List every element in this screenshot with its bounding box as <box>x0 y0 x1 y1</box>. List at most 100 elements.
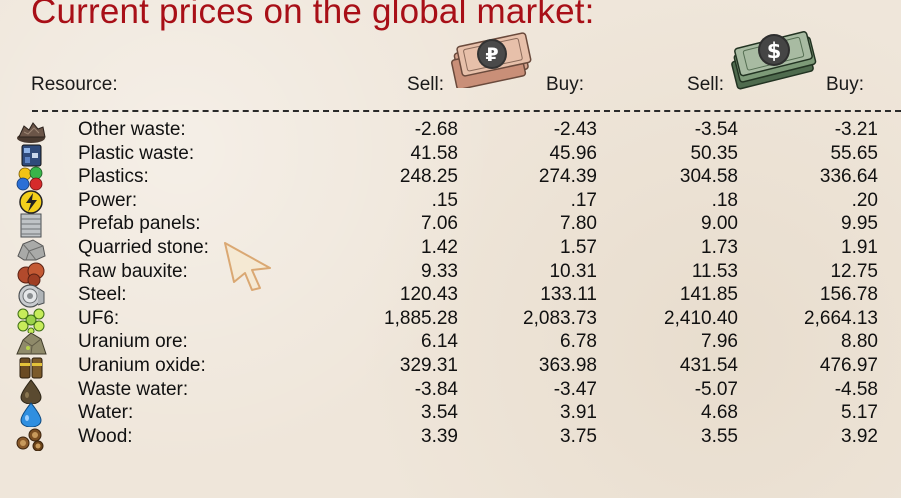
usd-sell-price: 50.35 <box>690 142 738 164</box>
resource-name: Prefab panels: <box>78 213 201 235</box>
usd-sell-price: -3.54 <box>694 119 738 140</box>
usd-buy-price: 3.92 <box>841 425 878 447</box>
resource-name: Steel: <box>78 284 127 306</box>
usd-sell-price: 11.53 <box>691 260 738 282</box>
rub-buy-price: 274.39 <box>538 166 597 188</box>
resource-name: Uranium ore: <box>78 331 188 353</box>
rub-sell-price: 248.25 <box>399 166 458 188</box>
rub-buy-price: 2,083.73 <box>523 307 597 329</box>
waste-water-icon <box>20 378 42 404</box>
table-row: Plastics: 248.25 274.39 304.58 336.64 <box>0 165 901 191</box>
rub-buy-price: 1.57 <box>560 236 597 258</box>
quarried-stone-icon <box>17 239 46 261</box>
raw-bauxite-icon <box>17 262 45 286</box>
usd-buy-price: -4.58 <box>834 378 878 400</box>
resource-name: Quarried stone: <box>78 236 209 258</box>
table-row: Quarried stone: 1.42 1.57 1.73 1.91 <box>0 236 901 261</box>
usd-sell-price: 2,410.40 <box>664 307 738 329</box>
header-usd-buy: Buy: <box>825 74 864 95</box>
rub-buy-price: .17 <box>570 189 597 211</box>
rub-buy-price: -3.47 <box>553 378 597 400</box>
page-title: Current prices on the global market: <box>31 0 595 31</box>
rub-sell-price: 1,885.28 <box>384 307 458 329</box>
svg-text:$: $ <box>767 39 782 63</box>
plastics-icon <box>16 166 43 191</box>
table-row: UF6: 1,885.28 2,083.73 2,410.40 2,664.13 <box>0 307 901 333</box>
uf6-icon <box>17 308 45 333</box>
table-row: Power: .15 .17 .18 .20 <box>0 189 901 214</box>
usd-buy-price: 12.75 <box>830 260 878 282</box>
rub-buy-price: 133.11 <box>540 284 597 306</box>
table-row: Raw bauxite: 9.33 10.31 11.53 12.75 <box>0 260 901 286</box>
rub-sell-price: 120.43 <box>399 284 458 306</box>
water-icon <box>20 402 42 428</box>
usd-buy-price: 9.95 <box>841 213 878 235</box>
rub-buy-price: 6.78 <box>560 331 597 353</box>
rub-sell-price: 1.42 <box>421 236 458 258</box>
price-table: Other waste: -2.68 -2.43 -3.54 -3.21 Plastic … <box>0 118 901 451</box>
usd-sell-price: .18 <box>711 189 738 211</box>
rub-sell-price: 6.14 <box>421 331 458 353</box>
usd-sell-price: 1.73 <box>701 236 738 258</box>
table-row: Other waste: -2.68 -2.43 -3.54 -3.21 <box>0 118 901 143</box>
table-row: Uranium ore: 6.14 6.78 7.96 8.80 <box>0 330 901 355</box>
resource-name: Uranium oxide: <box>78 354 206 376</box>
table-row: Uranium oxide: 329.31 363.98 431.54 476.97 <box>0 354 901 379</box>
resource-name: Plastics: <box>78 166 149 188</box>
usd-sell-price: 431.54 <box>679 354 738 376</box>
usd-buy-price: .20 <box>851 189 878 211</box>
usd-buy-price: 1.91 <box>841 236 878 258</box>
rub-sell-price: -2.68 <box>414 119 458 140</box>
table-row: Prefab panels: 7.06 7.80 9.00 9.95 <box>0 212 901 238</box>
table-row: Water: 3.54 3.91 4.68 5.17 <box>0 401 901 428</box>
usd-buy-price: 55.65 <box>830 142 878 164</box>
mouse-cursor-icon <box>224 242 271 291</box>
uranium-oxide-icon <box>19 357 43 379</box>
header-resource: Resource: <box>31 74 118 95</box>
rub-buy-price: -2.43 <box>553 119 597 140</box>
rub-sell-price: 3.39 <box>421 425 458 447</box>
header-rub-buy: Buy: <box>545 74 584 95</box>
rub-buy-price: 3.91 <box>560 402 597 424</box>
prefab-panels-icon <box>20 213 42 238</box>
rub-buy-price: 45.96 <box>549 142 597 164</box>
rub-sell-price: 7.06 <box>421 213 458 235</box>
plastic-waste-icon <box>21 144 42 167</box>
rub-buy-price: 363.98 <box>538 354 597 376</box>
rub-sell-price: 329.31 <box>399 354 458 376</box>
resource-name: UF6: <box>78 307 120 329</box>
usd-buy-price: 476.97 <box>819 354 878 376</box>
rub-sell-price: 3.54 <box>421 402 458 424</box>
usd-buy-price: 5.17 <box>841 402 878 424</box>
resource-name: Plastic waste: <box>78 142 195 164</box>
rub-sell-price: 9.33 <box>421 260 458 282</box>
power-icon <box>19 190 43 214</box>
usd-buy-price: 336.64 <box>819 166 878 188</box>
table-row: Waste water: -3.84 -3.47 -5.07 -4.58 <box>0 378 901 404</box>
usd-sell-price: 9.00 <box>701 213 738 235</box>
resource-name: Wood: <box>78 425 133 447</box>
usd-sell-price: 3.55 <box>701 425 738 447</box>
usd-buy-price: -3.21 <box>834 119 878 140</box>
rub-sell-price: .15 <box>431 189 458 211</box>
header-rub-sell: Sell: <box>407 74 444 95</box>
table-row: Wood: 3.39 3.75 3.55 3.92 <box>0 425 901 451</box>
svg-text:₽: ₽ <box>485 44 498 66</box>
usd-sell-price: 7.96 <box>701 331 738 353</box>
rub-buy-price: 10.31 <box>549 260 597 282</box>
usd-buy-price: 156.78 <box>819 284 878 306</box>
rub-sell-price: -3.84 <box>414 378 458 400</box>
header-usd-sell: Sell: <box>687 74 724 95</box>
usd-sell-price: -5.07 <box>694 378 738 400</box>
uranium-ore-icon <box>16 332 47 355</box>
table-row: Steel: 120.43 133.11 141.85 156.78 <box>0 283 901 308</box>
steel-icon <box>18 284 45 308</box>
resource-name: Raw bauxite: <box>78 260 188 282</box>
rub-buy-price: 7.80 <box>560 213 597 235</box>
rub-sell-price: 41.58 <box>410 142 458 164</box>
resource-name: Water: <box>78 402 134 424</box>
dollar-banknotes-icon: $ <box>731 31 817 90</box>
usd-sell-price: 141.85 <box>679 284 738 306</box>
usd-buy-price: 8.80 <box>841 331 878 353</box>
usd-sell-price: 304.58 <box>679 166 738 188</box>
